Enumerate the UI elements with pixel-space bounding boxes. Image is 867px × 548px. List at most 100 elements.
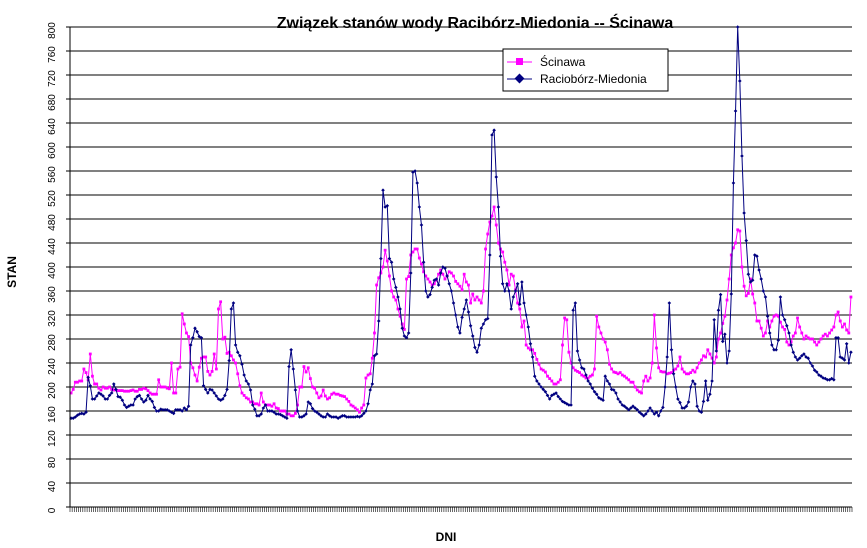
data-point-raciborz [819, 374, 823, 378]
data-point-raciborz [75, 413, 80, 417]
data-point-scinawa [569, 361, 573, 365]
data-point-raciborz [656, 414, 661, 418]
data-point-scinawa [646, 379, 650, 383]
data-point-scinawa [191, 366, 195, 370]
data-point-raciborz [629, 406, 633, 410]
data-point-raciborz [374, 352, 379, 356]
data-point-scinawa [185, 331, 188, 335]
data-point-raciborz [105, 397, 110, 401]
data-point-scinawa [618, 371, 622, 374]
data-point-raciborz [577, 358, 582, 362]
data-point-scinawa [629, 380, 633, 384]
data-point-raciborz [624, 406, 629, 410]
data-point-scinawa [573, 368, 577, 372]
data-point-scinawa [537, 362, 541, 366]
data-point-scinawa [826, 334, 829, 338]
data-point-raciborz [723, 332, 727, 336]
data-point-raciborz [182, 406, 187, 410]
data-point-raciborz [836, 336, 840, 340]
data-point-raciborz [847, 361, 851, 365]
data-point-scinawa [334, 392, 338, 396]
data-point-raciborz [394, 285, 398, 290]
data-point-raciborz [103, 397, 108, 401]
data-point-scinawa [586, 376, 590, 380]
data-point-scinawa [259, 391, 263, 395]
data-point-raciborz [310, 406, 315, 411]
data-point-scinawa [601, 337, 605, 341]
data-point-scinawa [313, 386, 317, 390]
data-point-raciborz [449, 289, 454, 293]
data-point-raciborz [547, 397, 552, 401]
data-point-scinawa [142, 386, 146, 390]
data-point-scinawa [279, 409, 282, 413]
data-point-raciborz [537, 382, 541, 386]
data-point-scinawa [370, 356, 374, 360]
data-point-raciborz [763, 295, 768, 299]
data-point-raciborz [712, 318, 716, 322]
data-point-scinawa [699, 358, 703, 362]
data-point-raciborz [368, 388, 372, 392]
legend: Ścinawa Raciobórz-Miedonia [502, 48, 669, 92]
data-point-scinawa [603, 340, 607, 344]
data-point-raciborz [154, 409, 159, 413]
data-point-raciborz [114, 387, 118, 392]
data-point-raciborz [490, 133, 494, 137]
data-point-scinawa [836, 310, 840, 314]
data-point-raciborz [708, 392, 712, 396]
data-point-raciborz [633, 406, 637, 410]
data-point-scinawa [840, 325, 844, 329]
data-point-raciborz [573, 301, 578, 305]
data-point-scinawa [732, 246, 735, 250]
data-point-scinawa [734, 241, 737, 245]
data-point-scinawa [546, 374, 549, 378]
data-point-scinawa [272, 402, 276, 406]
data-point-scinawa [599, 331, 603, 335]
data-point-raciborz [287, 364, 291, 369]
data-point-raciborz [129, 403, 133, 407]
data-point-raciborz [240, 362, 244, 366]
y-tick-label: 360 [47, 286, 58, 303]
data-point-raciborz [650, 409, 655, 413]
data-point-raciborz [622, 404, 627, 408]
data-point-raciborz [295, 409, 300, 413]
data-point-scinawa [146, 389, 150, 392]
data-point-scinawa [749, 277, 752, 281]
data-point-scinawa [221, 337, 225, 341]
data-point-raciborz [419, 223, 424, 227]
data-point-raciborz [400, 326, 405, 330]
data-point-scinawa [541, 368, 545, 372]
data-point-raciborz [686, 400, 691, 404]
data-point-scinawa [492, 205, 496, 209]
data-point-raciborz [137, 393, 142, 398]
data-point-raciborz [644, 412, 648, 416]
data-point-raciborz [133, 397, 137, 401]
data-point-scinawa [193, 373, 197, 377]
data-point-raciborz [383, 205, 387, 209]
y-tick-label: 600 [47, 142, 58, 159]
data-point-scinawa [217, 307, 220, 311]
data-point-scinawa [591, 373, 594, 377]
data-point-raciborz [188, 343, 193, 347]
data-point-scinawa [118, 389, 122, 392]
data-point-scinawa [336, 392, 340, 396]
data-point-raciborz [214, 394, 219, 398]
data-point-raciborz [314, 410, 319, 414]
data-point-raciborz [564, 402, 569, 406]
data-point-raciborz [641, 414, 646, 418]
data-point-raciborz [539, 385, 543, 389]
data-point-raciborz [304, 412, 308, 416]
data-point-scinawa [501, 250, 505, 254]
data-point-raciborz [404, 336, 409, 340]
data-point-scinawa [398, 314, 402, 318]
data-point-scinawa [838, 319, 842, 323]
data-point-scinawa [394, 298, 398, 302]
data-point-raciborz [785, 324, 789, 328]
data-point-raciborz [832, 378, 836, 382]
data-point-scinawa [116, 389, 120, 392]
data-point-scinawa [616, 372, 620, 376]
data-point-scinawa [697, 361, 701, 365]
data-point-scinawa [317, 396, 321, 400]
data-point-raciborz [148, 397, 152, 401]
data-point-scinawa [236, 372, 240, 376]
